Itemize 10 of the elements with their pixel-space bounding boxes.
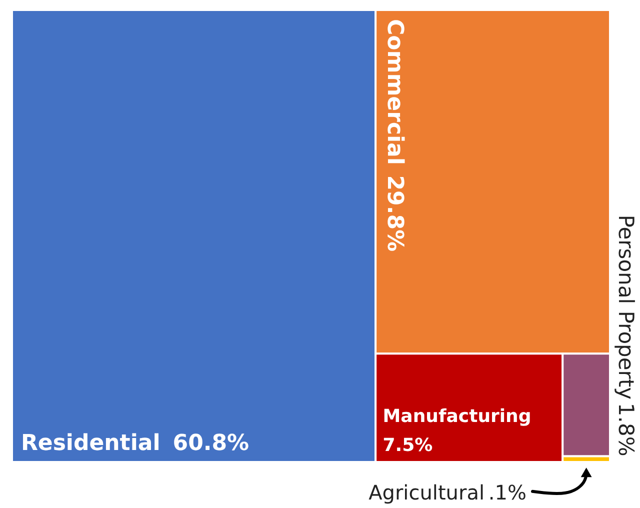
data-label: 60.8% (172, 431, 250, 456)
data-label: .1% (488, 480, 527, 505)
category-label: Personal Property (614, 214, 638, 400)
category-label: Manufacturing (382, 406, 532, 427)
data-label: 1.8% (614, 402, 638, 456)
category-label: Residential (20, 431, 160, 456)
data-label: 7.5% (382, 435, 433, 456)
data-label: 29.8% (382, 175, 407, 252)
category-label: Commercial (382, 19, 407, 165)
category-label: Agricultural (368, 480, 485, 505)
